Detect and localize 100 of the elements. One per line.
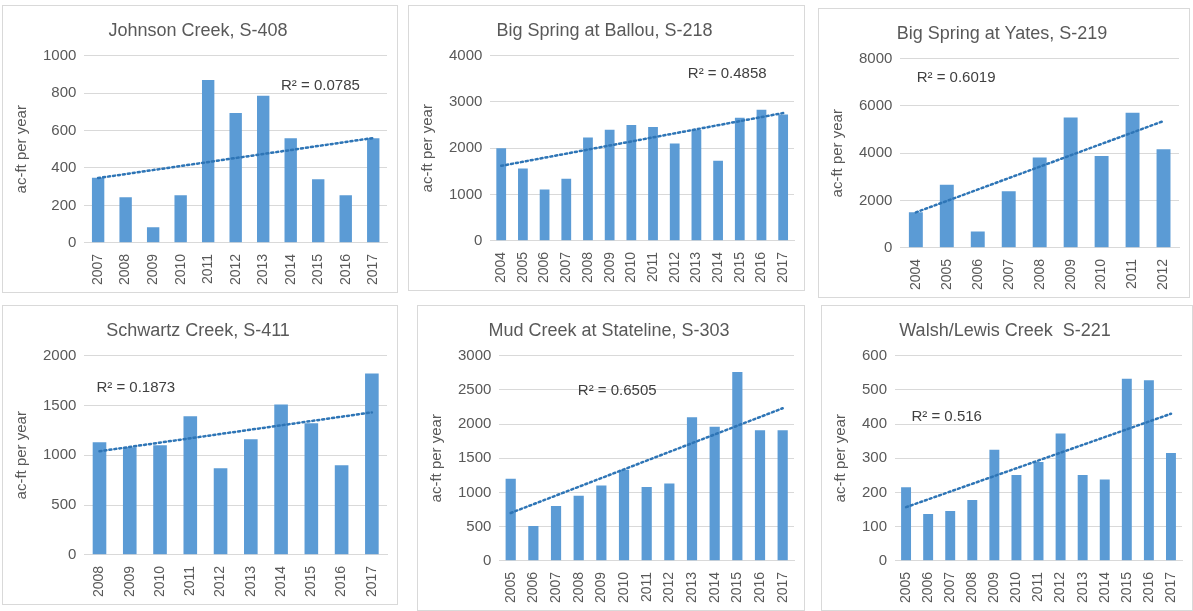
y-tick-label: 500 (862, 379, 888, 397)
annotation: R² = 0.516 (911, 407, 982, 425)
chart-title: Walsh/Lewis Creek S-221 (899, 319, 1111, 340)
x-tick-label: 2010 (622, 251, 639, 284)
bar (989, 449, 1000, 561)
y-tick-label: 500 (51, 495, 77, 513)
x-tick-label: 2017 (362, 565, 379, 598)
x-tick-label: 2007 (999, 258, 1016, 291)
bar (561, 178, 572, 241)
bar (92, 442, 107, 555)
x-tick-label: 2015 (1117, 571, 1134, 604)
x-tick-label: 2007 (941, 571, 958, 604)
x-tick-label: 2008 (963, 571, 980, 604)
x-tick-label: 2009 (120, 565, 137, 598)
x-tick-label: 2008 (116, 253, 133, 286)
x-tick-label: 2011 (181, 565, 198, 596)
y-tick-label: 2000 (457, 414, 492, 432)
bar (641, 486, 652, 561)
x-tick-label: 2004 (492, 251, 509, 284)
bar (1125, 112, 1140, 248)
bar (304, 423, 319, 555)
x-tick-label: 2011 (1029, 571, 1046, 602)
x-tick-label: 2013 (254, 253, 271, 286)
bar (1055, 433, 1066, 561)
x-tick-label: 2014 (705, 571, 722, 604)
y-tick-label: 4000 (448, 45, 483, 63)
y-axis-title: ac-ft per year (12, 105, 30, 194)
bar (669, 143, 680, 241)
y-tick-label: 0 (483, 551, 492, 568)
bar (923, 513, 934, 561)
y-tick-label: 2000 (858, 190, 893, 208)
y-tick-label: 2000 (42, 345, 77, 363)
y-tick-label: 600 (51, 120, 77, 138)
bar (229, 112, 242, 243)
x-tick-label: 2005 (513, 251, 530, 284)
y-tick-label: 200 (51, 195, 77, 213)
x-tick-label: 2017 (1161, 571, 1178, 604)
x-tick-label: 2011 (199, 253, 216, 284)
y-tick-label: 300 (862, 448, 888, 466)
x-tick-label: 2013 (241, 565, 258, 598)
x-tick-label: 2015 (302, 565, 319, 598)
annotation: R² = 0.4858 (687, 64, 767, 82)
chart-title: Big Spring at Yates, S-219 (896, 22, 1108, 43)
bar (573, 495, 584, 561)
bar (756, 109, 767, 241)
x-tick-label: 2008 (90, 565, 107, 598)
bar (122, 447, 137, 555)
x-tick-label: 2010 (1092, 258, 1109, 291)
x-tick-label: 2010 (614, 571, 631, 604)
chart-title: Johnson Creek, S-408 (108, 19, 288, 40)
chart-title: Mud Creek at Stateline, S-303 (488, 319, 730, 340)
x-tick-label: 2012 (226, 253, 243, 286)
y-tick-label: 400 (51, 158, 77, 176)
bar (709, 426, 720, 561)
x-tick-label: 2006 (968, 258, 985, 291)
x-tick-label: 2012 (211, 565, 228, 598)
bar (583, 137, 593, 241)
bar (518, 168, 528, 241)
x-tick-label: 2013 (682, 571, 699, 604)
x-tick-label: 2009 (592, 571, 609, 604)
y-tick-label: 6000 (858, 96, 893, 114)
x-tick-label: 2008 (1030, 258, 1047, 291)
bar (119, 197, 132, 243)
bar (1011, 474, 1022, 561)
bar (939, 184, 954, 248)
bar (1063, 117, 1078, 248)
x-tick-label: 2010 (171, 253, 188, 286)
y-tick-label: 8000 (858, 48, 893, 66)
y-tick-label: 800 (51, 83, 77, 101)
y-tick-label: 2000 (448, 138, 483, 156)
x-tick-label: 2013 (1073, 571, 1090, 604)
x-tick-label: 2014 (271, 565, 288, 598)
bar (174, 195, 187, 243)
bar (713, 160, 723, 241)
bar (550, 506, 562, 561)
bar (339, 195, 352, 243)
x-tick-label: 2011 (637, 571, 654, 602)
x-tick-label: 2009 (985, 571, 1002, 604)
bar (367, 138, 380, 243)
x-tick-label: 2007 (557, 251, 574, 284)
y-tick-label: 2500 (457, 379, 492, 397)
bar (1033, 461, 1044, 561)
chart-title: Schwartz Creek, S-411 (106, 319, 290, 340)
y-tick-label: 1500 (457, 448, 492, 466)
bar (539, 189, 550, 241)
x-tick-label: 2005 (937, 258, 954, 291)
bar (1156, 149, 1171, 248)
y-tick-label: 4000 (858, 143, 893, 161)
bar (257, 95, 270, 243)
y-axis-title: ac-ft per year (418, 104, 436, 193)
x-tick-label: 2010 (1007, 571, 1024, 604)
bar (284, 138, 297, 243)
x-tick-label: 2016 (750, 571, 767, 604)
bar (528, 525, 539, 561)
x-tick-label: 2012 (1154, 258, 1171, 291)
x-tick-label: 2016 (1139, 571, 1156, 604)
bar (604, 129, 615, 241)
bar (734, 117, 745, 241)
bar (312, 179, 325, 243)
x-tick-label: 2015 (728, 571, 745, 604)
